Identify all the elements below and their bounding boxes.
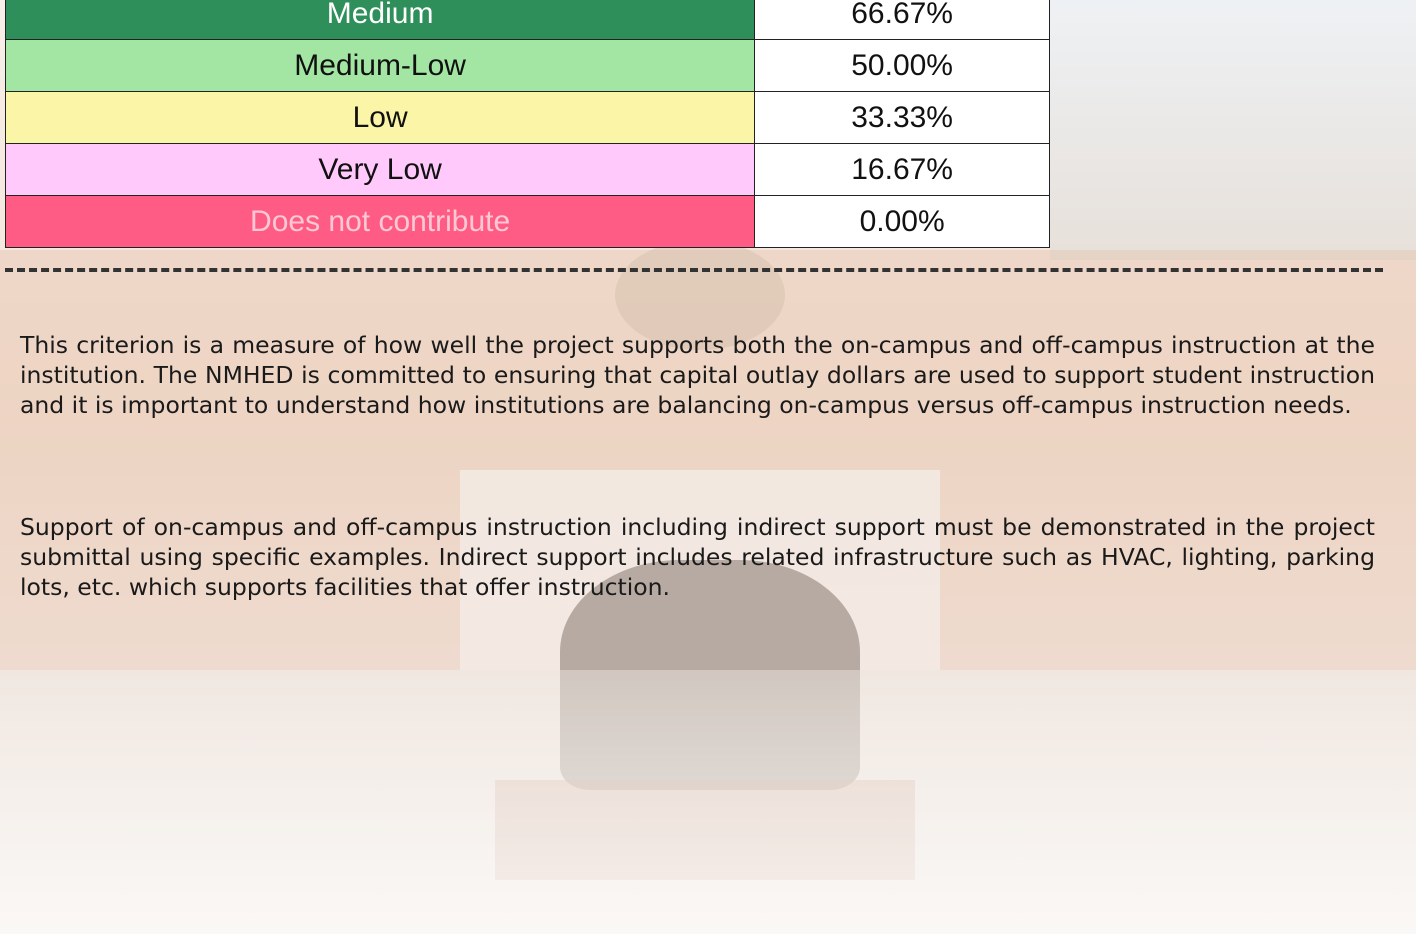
rating-value: 16.67% [755,144,1050,196]
rating-value: 50.00% [755,40,1050,92]
paragraph: Support of on-campus and off-campus inst… [20,512,1375,602]
rating-value: 0.00% [755,196,1050,248]
rating-label: Does not contribute [6,196,755,248]
rating-label: Medium [6,0,755,40]
rating-value: 33.33% [755,92,1050,144]
dashed-separator [5,268,1383,272]
rating-value: 66.67% [755,0,1050,40]
rating-label: Medium-Low [6,40,755,92]
page: Medium66.67% Medium-Low50.00% Low33.33% … [0,0,1416,934]
rating-label: Very Low [6,144,755,196]
rating-label: Low [6,92,755,144]
paragraph: This criterion is a measure of how well … [20,330,1375,420]
